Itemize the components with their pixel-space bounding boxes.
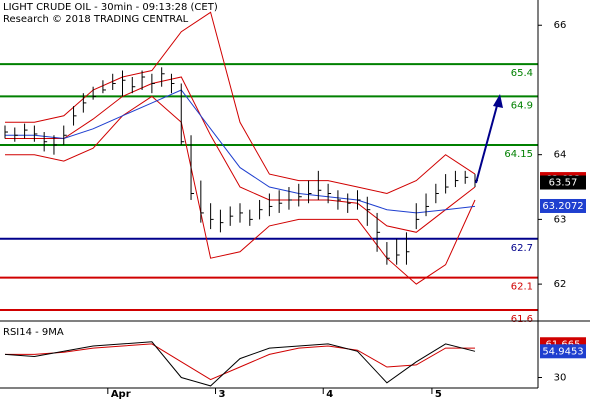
y-tick-label: 63 bbox=[554, 214, 567, 225]
rsi-ma bbox=[5, 343, 475, 381]
y-tick-label: 64 bbox=[554, 150, 567, 161]
rsi-line bbox=[4, 341, 476, 387]
level-label: 64.9 bbox=[511, 100, 533, 111]
x-tick-label: 4 bbox=[326, 389, 333, 400]
chart-subtitle: Research © 2018 TRADING CENTRAL bbox=[3, 14, 189, 25]
level-label: 64.15 bbox=[504, 149, 533, 160]
last-value-label: 63.2072 bbox=[542, 201, 583, 212]
chart-title: LIGHT CRUDE OIL - 30min - 09:13:28 (CET) bbox=[3, 2, 218, 13]
x-tick-label: 5 bbox=[435, 389, 442, 400]
level-label: 61.6 bbox=[511, 314, 533, 325]
arrow-head bbox=[493, 94, 503, 108]
band-middle bbox=[5, 76, 476, 233]
moving-average bbox=[5, 89, 476, 214]
y-tick-label: 62 bbox=[554, 279, 567, 290]
x-tick-label: Apr bbox=[111, 389, 131, 400]
level-label: 62.7 bbox=[511, 243, 533, 254]
arrow bbox=[475, 101, 499, 184]
last-value-box bbox=[540, 175, 586, 190]
y-tick-label: 66 bbox=[554, 20, 567, 31]
level-label: 62.1 bbox=[511, 282, 533, 293]
last-value-box bbox=[540, 198, 586, 213]
last-value-label: 63.57 bbox=[549, 178, 578, 189]
rsi-title: RSI14 - 9MA bbox=[3, 327, 64, 338]
x-tick-label: 3 bbox=[219, 389, 226, 400]
rsi-last-box bbox=[540, 344, 586, 359]
band-lower bbox=[5, 95, 476, 285]
rsi-tick-label: 30 bbox=[554, 373, 567, 384]
level-label: 65.4 bbox=[511, 68, 533, 79]
rsi-last-label: 54.9453 bbox=[542, 346, 583, 357]
